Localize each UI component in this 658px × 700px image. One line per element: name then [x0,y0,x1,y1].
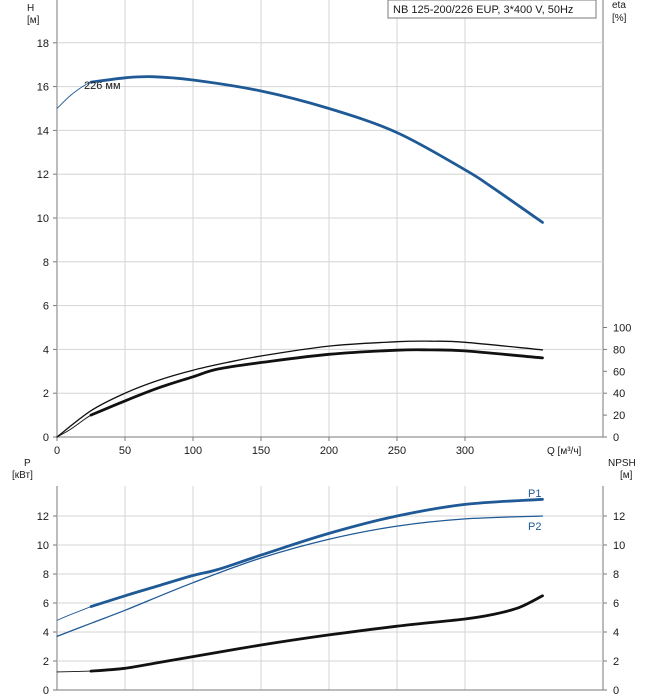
upper-ytick-label-18: 18 [37,38,49,50]
upper-rtick-label-0: 0 [613,432,619,444]
upper-series-line-3 [56,414,92,438]
lower-chart-grid: 0 2 4 6 8 10 12 0 2 4 6 8 10 12 [37,486,625,697]
lower-ytick-label-4: 4 [43,627,49,639]
lower-y-right-unit: [м] [620,470,633,481]
upper-xtick-label-300: 300 [456,445,474,457]
upper-xtick-label-150: 150 [252,445,270,457]
upper-xtick-label-100: 100 [184,445,202,457]
lower-ytick-label-2: 2 [43,656,49,668]
legend-text: NB 125-200/226 EUP, 3*400 V, 50Hz [393,4,573,16]
upper-ytick-label-4: 4 [43,344,49,356]
upper-ytick-label-0: 0 [43,432,49,444]
legend-box [387,0,597,19]
upper-rtick-label-40: 40 [613,388,625,400]
upper-y-left-unit: [м] [27,15,40,26]
lower-rtick-label-12: 12 [613,511,625,523]
upper-series-line-1 [89,75,544,224]
lower-series-line-3 [89,594,544,673]
lower-y-left-title: P [24,458,31,469]
upper-ytick-label-8: 8 [43,257,49,269]
upper-ytick-label-14: 14 [37,125,49,137]
lower-ytick-label-8: 8 [43,569,49,581]
upper-xtick-label-200: 200 [320,445,338,457]
lower-y-right-title: NPSH [608,458,636,469]
upper-y-right-unit: [%] [612,13,627,24]
lower-rtick-label-10: 10 [613,540,625,552]
upper-chart-series [56,75,544,438]
upper-rtick-label-20: 20 [613,410,625,422]
upper-xtick-label-0: 0 [54,445,60,457]
lower-rtick-label-0: 0 [613,685,619,697]
upper-series-line-2 [56,340,544,438]
upper-ytick-label-12: 12 [37,169,49,181]
lower-series-line-0 [89,497,544,608]
upper-ytick-label-6: 6 [43,301,49,313]
lower-series-line-2 [56,515,544,638]
upper-chart-grid: 0 50 100 150 200 250 300 0 2 4 6 8 10 12 14 16 18 0 20 40 60… [37,0,631,457]
series-label-p1: P1 [528,488,541,500]
upper-rtick-label-60: 60 [613,366,625,378]
upper-series-line-0 [56,81,92,109]
upper-series-line-4 [89,348,544,417]
upper-rtick-label-100: 100 [613,323,631,335]
upper-y-right-title: eta [612,0,626,11]
lower-series-line-4 [56,670,92,673]
lower-rtick-label-4: 4 [613,627,619,639]
lower-rtick-label-2: 2 [613,656,619,668]
upper-xtick-label-250: 250 [388,445,406,457]
lower-rtick-label-6: 6 [613,598,619,610]
upper-ytick-label-16: 16 [37,82,49,94]
lower-y-left-unit: [кВт] [12,470,33,481]
lower-ytick-label-12: 12 [37,511,49,523]
upper-x-title: Q [м³/ч] [547,446,582,457]
lower-rtick-label-8: 8 [613,569,619,581]
upper-ytick-label-2: 2 [43,388,49,400]
impeller-diameter-label: 226 мм [84,80,121,92]
lower-chart-series [56,497,544,673]
lower-series-line-1 [56,606,92,621]
upper-ytick-label-10: 10 [37,213,49,225]
series-label-p2: P2 [528,521,541,533]
upper-xtick-label-50: 50 [119,445,131,457]
lower-ytick-label-0: 0 [43,685,49,697]
upper-y-left-title: H [27,3,34,14]
lower-ytick-label-10: 10 [37,540,49,552]
lower-ytick-label-6: 6 [43,598,49,610]
upper-rtick-label-80: 80 [613,344,625,356]
